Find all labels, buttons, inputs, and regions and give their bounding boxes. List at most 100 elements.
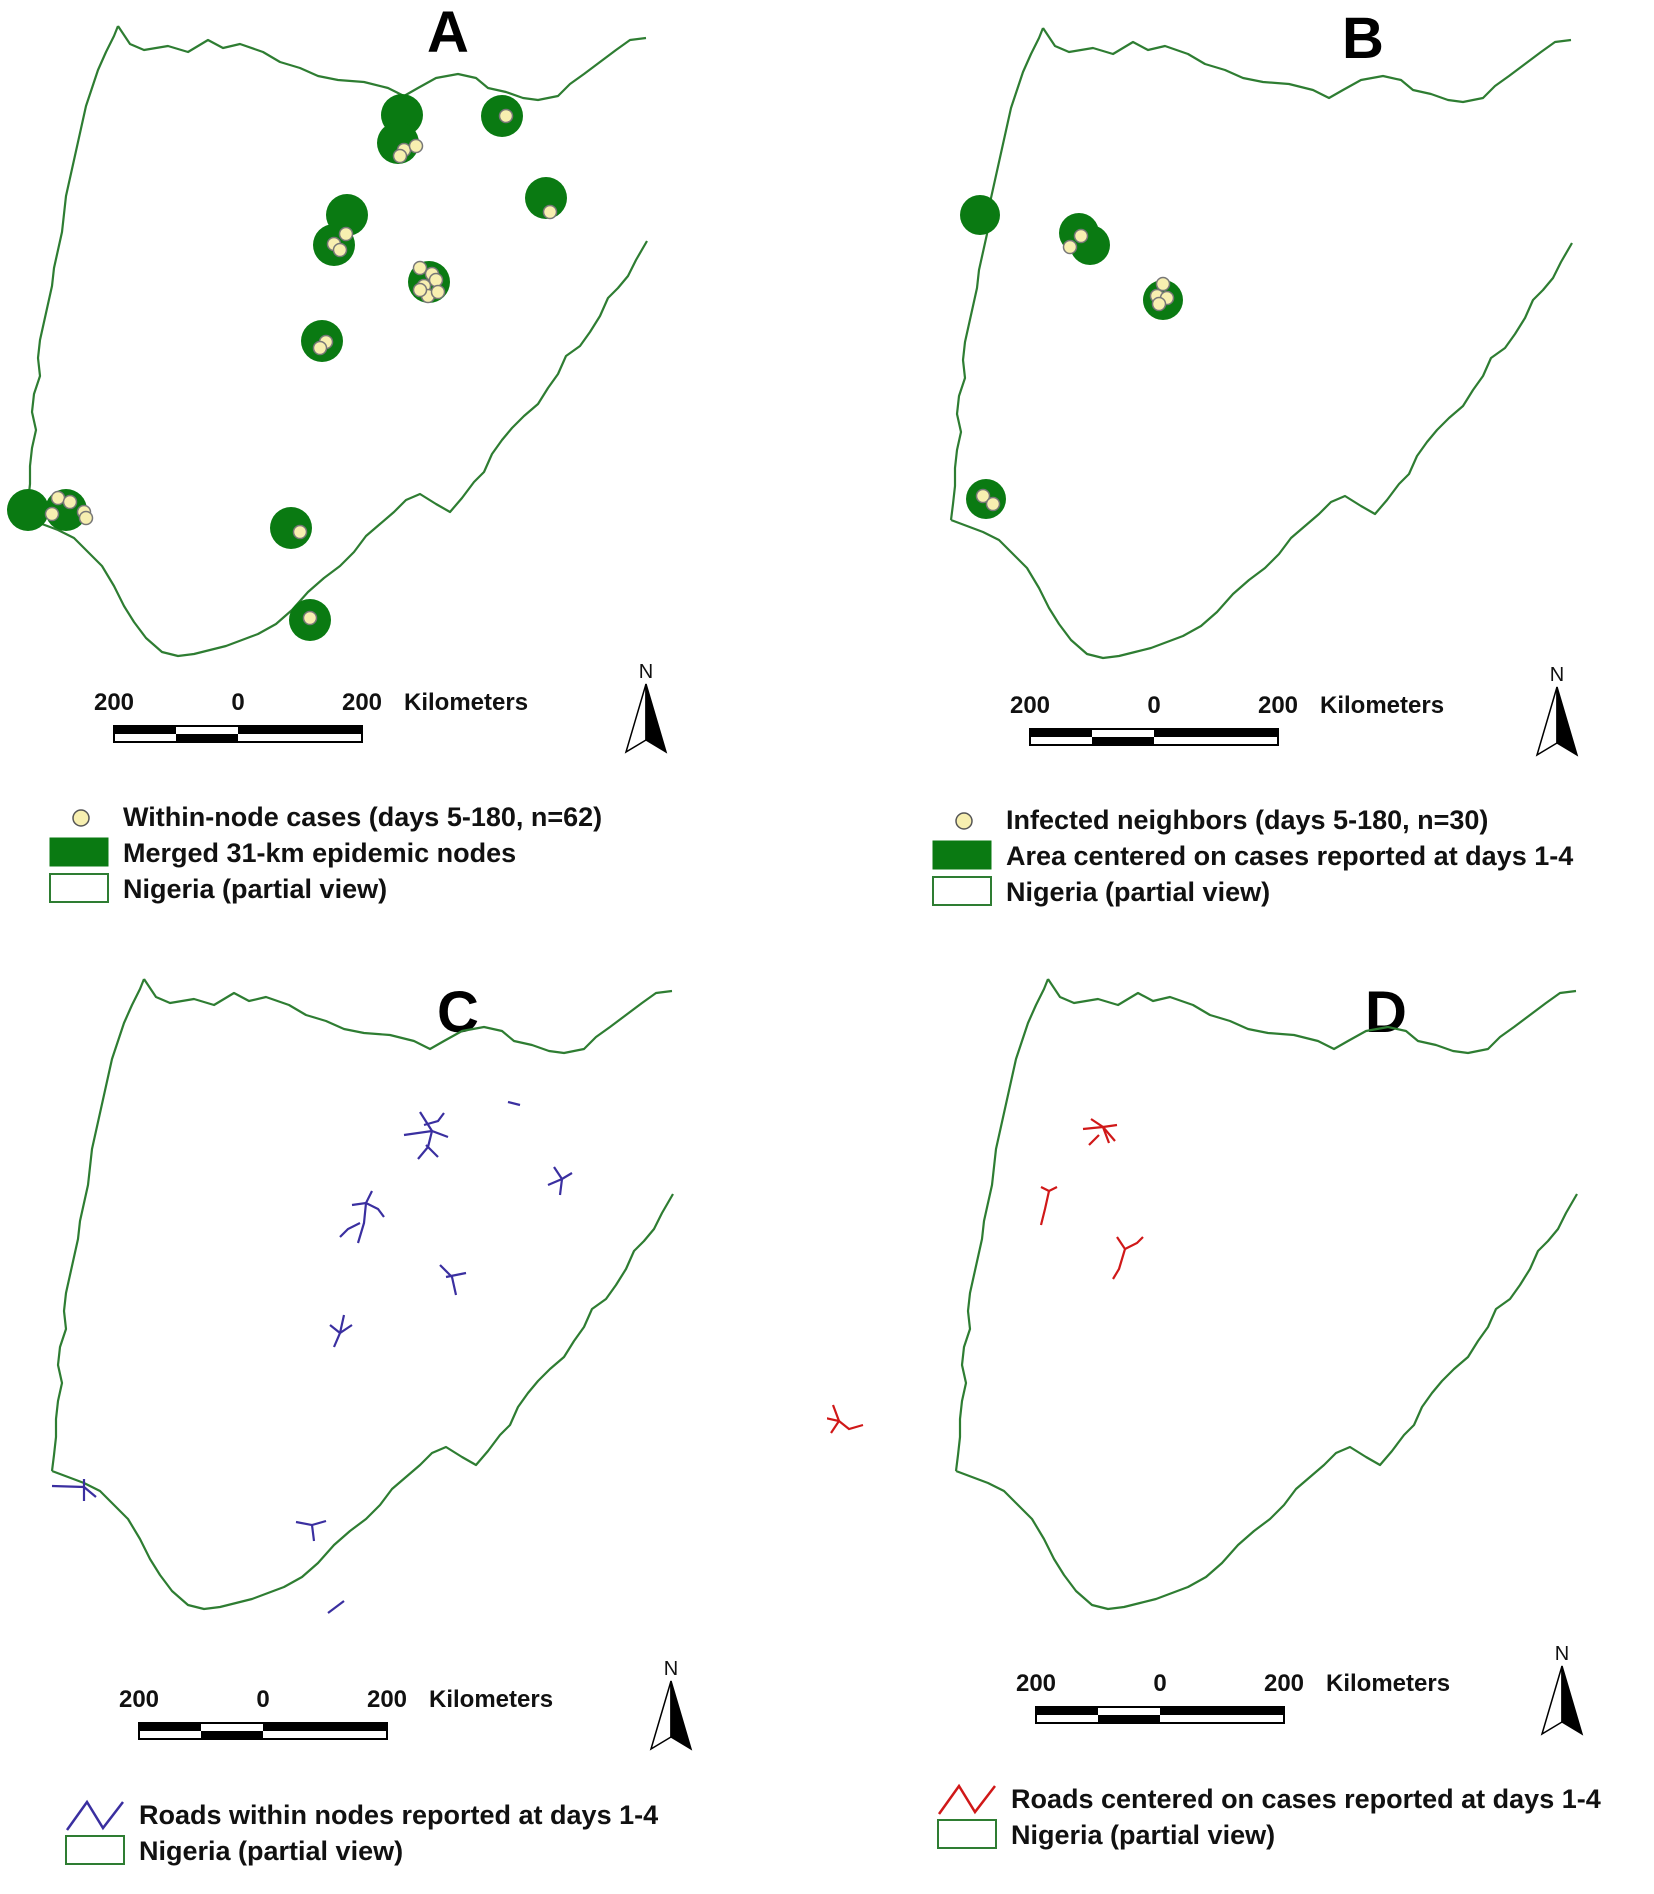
road-segment <box>1112 1236 1127 1280</box>
neighbor-dot <box>1151 296 1167 312</box>
outline-icon <box>49 873 109 903</box>
north-label: N <box>1555 1643 1569 1665</box>
scale-label-center: 0 <box>256 1686 269 1713</box>
outline-icon <box>65 1835 125 1865</box>
map-c-svg: C 200 0 200 Kilometers N <box>50 978 693 1751</box>
legend-label: Roads centered on cases reported at days… <box>1011 1784 1601 1814</box>
road-segment <box>1102 1126 1116 1142</box>
legend-label: Nigeria (partial view) <box>123 874 388 904</box>
map-panel-b: B 200 0 200 Kilometers N Infected neighb… <box>827 0 1654 947</box>
road-segment <box>425 1144 439 1158</box>
scale-bar: 200 0 200 Kilometers <box>1010 692 1444 746</box>
green-fill-icon <box>49 837 109 867</box>
panel-label: A <box>427 0 469 65</box>
case-area <box>960 195 1000 235</box>
case-dot-icon <box>72 809 90 827</box>
road-segment <box>1040 1186 1058 1193</box>
neighbor-dot <box>1155 276 1171 292</box>
scale-unit: Kilometers <box>429 1686 553 1713</box>
road-segment <box>547 1172 573 1187</box>
within-node-cases <box>44 108 558 626</box>
roads-within-nodes <box>51 1100 573 1614</box>
scale-label-right: 200 <box>1264 1670 1304 1697</box>
panel-label: C <box>437 980 479 1045</box>
outline-icon <box>932 876 992 906</box>
road-segment <box>329 1324 353 1335</box>
road-segment <box>295 1520 316 1542</box>
road-segment <box>51 1484 97 1498</box>
north-arrow: N <box>1540 1643 1584 1736</box>
road-segment <box>417 1111 434 1160</box>
case-dot <box>292 524 308 540</box>
legend-label: Infected neighbors (days 5-180, n=30) <box>1006 805 1489 835</box>
epidemic-nodes <box>7 94 567 641</box>
scale-bar: 200 0 200 Kilometers <box>119 1686 553 1740</box>
road-segment <box>507 1100 521 1107</box>
case-dot <box>542 204 558 220</box>
case-dot <box>312 340 328 356</box>
road-segment <box>1039 1190 1051 1226</box>
legend-label: Merged 31-km epidemic nodes <box>123 838 517 868</box>
north-arrow: N <box>624 661 668 754</box>
scale-label-right: 200 <box>342 689 382 716</box>
north-label: N <box>1550 664 1564 686</box>
scale-label-left: 200 <box>94 689 134 716</box>
scale-label-right: 200 <box>1258 692 1298 719</box>
road-line-icon <box>65 1799 124 1831</box>
neighbor-dot <box>1062 239 1078 255</box>
case-dot <box>62 494 78 510</box>
case-dot <box>78 510 94 526</box>
legend-label: Nigeria (partial view) <box>139 1836 404 1866</box>
infected-neighbors <box>975 228 1175 512</box>
road-segment <box>445 1271 467 1279</box>
roads-centered-on-cases <box>827 1118 1144 1434</box>
case-dot <box>392 148 408 164</box>
scale-unit: Kilometers <box>1320 692 1444 719</box>
case-dot <box>498 108 514 124</box>
road-segment <box>439 1264 458 1296</box>
road-segment <box>356 1190 373 1244</box>
north-arrow: N <box>649 1658 693 1751</box>
case-dot <box>332 242 348 258</box>
neighbor-dot <box>1073 228 1089 244</box>
north-label: N <box>664 1658 678 1680</box>
road-segment <box>1088 1134 1100 1146</box>
road-segment <box>1124 1236 1144 1250</box>
scale-unit: Kilometers <box>404 689 528 716</box>
road-segment <box>403 1129 449 1139</box>
map-panel-a: A 200 0 200 Kilometers N Within-node cas… <box>0 0 827 947</box>
neighbor-dot <box>985 496 1001 512</box>
scale-unit: Kilometers <box>1326 1670 1450 1697</box>
nigeria-boundary <box>50 978 674 1611</box>
scale-label-center: 0 <box>231 689 244 716</box>
north-label: N <box>639 661 653 683</box>
legend-label: Area centered on cases reported at days … <box>1006 841 1574 871</box>
road-segment <box>339 1222 361 1238</box>
case-dot <box>412 282 428 298</box>
north-arrow: N <box>1535 664 1579 757</box>
map-panel-d: D 200 0 200 Kilometers N Roads centered … <box>827 947 1654 1894</box>
map-a-svg: A 200 0 200 Kilometers N <box>7 0 668 754</box>
scale-label-center: 0 <box>1147 692 1160 719</box>
legend-label: Nigeria (partial view) <box>1011 1820 1276 1850</box>
road-line-icon <box>937 1783 996 1815</box>
road-segment <box>311 1519 327 1527</box>
road-segment <box>827 1417 864 1431</box>
scale-bar: 200 0 200 Kilometers <box>94 689 528 743</box>
case-dot <box>430 284 446 300</box>
case-dot <box>412 260 428 276</box>
map-b-svg: B 200 0 200 Kilometers N <box>949 6 1579 757</box>
case-dot <box>428 272 444 288</box>
outline-icon <box>937 1819 997 1849</box>
scale-label-right: 200 <box>367 1686 407 1713</box>
epidemic-node <box>7 489 49 531</box>
scale-label-left: 200 <box>119 1686 159 1713</box>
case-dot <box>44 506 60 522</box>
case-dot <box>338 226 354 242</box>
legend-label: Roads within nodes reported at days 1-4 <box>139 1800 659 1830</box>
legend-label: Within-node cases (days 5-180, n=62) <box>123 802 603 832</box>
road-segment <box>327 1600 345 1614</box>
case-dot <box>50 490 66 506</box>
scale-bar: 200 0 200 Kilometers <box>1016 1670 1450 1724</box>
neighbor-dot <box>975 488 991 504</box>
